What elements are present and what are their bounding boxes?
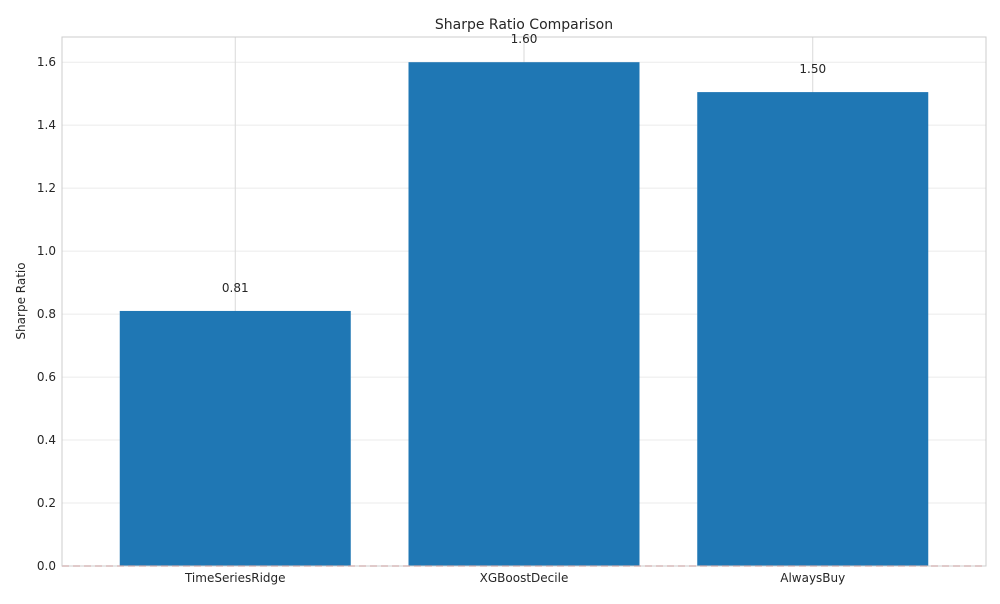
plot-frame — [61, 36, 987, 567]
y-tick-label: 1.6 — [37, 55, 56, 69]
y-tick-labels: 0.0 0.2 0.4 0.6 0.8 1.0 1.2 1.4 1.6 — [37, 55, 56, 573]
y-tick-label: 0.8 — [37, 307, 56, 321]
chart-title: Sharpe Ratio Comparison — [435, 17, 613, 33]
x-tick-label: TimeSeriesRidge — [184, 571, 286, 585]
y-axis-label: Sharpe Ratio — [14, 262, 28, 339]
value-labels: 0.81 1.60 1.50 — [222, 32, 826, 295]
y-tick-label: 1.4 — [37, 118, 56, 132]
y-tick-label: 0.0 — [37, 559, 56, 573]
bar-value-label: 0.81 — [222, 281, 249, 295]
y-tick-label: 0.4 — [37, 433, 56, 447]
bar — [408, 62, 640, 566]
bar — [697, 92, 929, 567]
x-tick-label: XGBoostDecile — [480, 571, 569, 585]
bar — [119, 310, 351, 566]
x-tick-label: AlwaysBuy — [780, 571, 845, 585]
x-tick-labels: TimeSeriesRidge XGBoostDecile AlwaysBuy — [184, 571, 845, 585]
y-tick-label: 0.6 — [37, 370, 56, 384]
y-tick-label: 1.2 — [37, 181, 56, 195]
bar-value-label: 1.50 — [799, 62, 826, 76]
y-tick-label: 1.0 — [37, 244, 56, 258]
bars-layer — [119, 62, 929, 567]
y-tick-label: 0.2 — [37, 496, 56, 510]
bar-value-label: 1.60 — [511, 32, 538, 46]
